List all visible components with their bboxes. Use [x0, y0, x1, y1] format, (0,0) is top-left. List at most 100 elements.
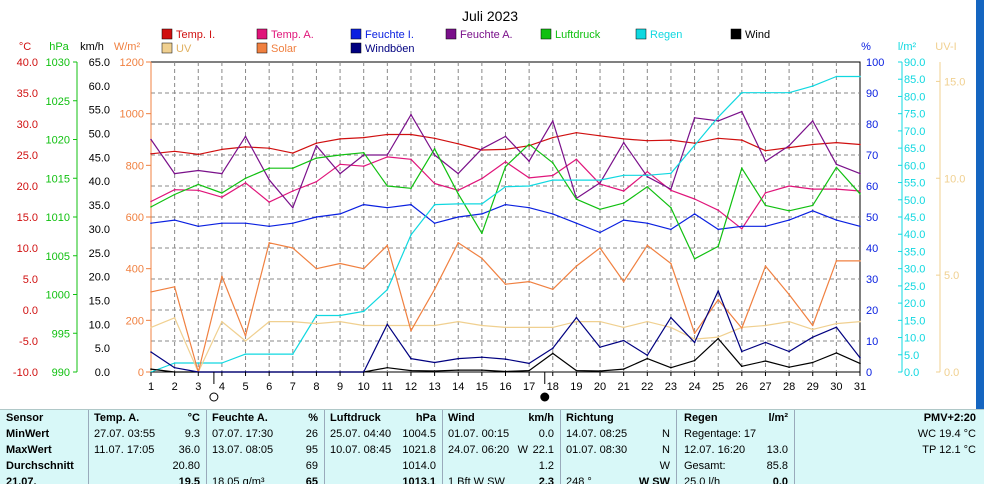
data-point-temp_a	[150, 200, 152, 203]
data-point-solar	[670, 262, 672, 265]
data-point-feuchte_i	[244, 222, 247, 224]
feuchte-min-date: 07.07. 17:30	[212, 428, 274, 440]
data-point-temp_i	[433, 137, 436, 140]
wind-current-extra: 1 Bft W SW	[448, 476, 505, 484]
stats-separator	[794, 410, 795, 484]
data-point-windboeen	[150, 351, 152, 353]
data-point-windboeen	[173, 366, 176, 369]
data-point-feuchte_a	[410, 113, 412, 116]
stats-separator	[88, 410, 89, 484]
data-point-feuchte_i	[622, 219, 625, 221]
legend-swatch-feuchte_i	[350, 28, 362, 40]
data-point-temp_i	[504, 148, 507, 151]
data-point-temp_i	[315, 142, 318, 144]
row-label-min: MinWert	[6, 428, 50, 440]
x-tick-label: 22	[641, 381, 653, 393]
tick-label-rain: 15.0	[904, 315, 925, 327]
x-tick-label: 3	[195, 381, 201, 393]
wind-max-value: 22.1	[532, 444, 554, 456]
stats-feuchte: Feuchte A.% 07.07. 17:30 26 13.07. 08:05 9…	[212, 410, 322, 484]
data-point-feuchte_i	[835, 219, 838, 221]
data-point-uv	[362, 324, 365, 327]
data-point-wind	[835, 352, 838, 354]
data-point-temp_i	[599, 135, 601, 137]
data-point-feuchte_i	[221, 222, 223, 224]
data-point-feuchte_i	[811, 210, 814, 212]
data-point-regen	[410, 234, 412, 236]
data-point-solar	[433, 288, 436, 291]
series-regen	[150, 75, 861, 373]
data-point-feuchte_a	[268, 179, 271, 181]
data-point-uv	[481, 324, 483, 327]
data-point-uv	[859, 320, 861, 323]
tick-label-solar: 200	[126, 315, 144, 327]
data-point-regen	[622, 174, 625, 177]
data-point-temp_a	[292, 190, 294, 192]
data-point-feuchte_i	[717, 228, 719, 231]
data-point-feuchte_i	[693, 213, 696, 215]
legend-swatch-temp_i	[161, 28, 173, 40]
data-point-temp_a	[339, 163, 341, 166]
data-point-wind	[859, 362, 861, 365]
x-tick-label: 14	[452, 381, 464, 393]
data-point-feuchte_i	[646, 222, 649, 224]
legend-item-wind: Wind	[730, 28, 770, 41]
data-point-uv	[764, 324, 767, 327]
stats-separator	[442, 410, 443, 484]
data-point-luftdruck	[150, 206, 152, 208]
data-point-luftdruck	[670, 206, 672, 209]
data-point-windboeen	[717, 290, 719, 292]
feuchte-unit: %	[308, 412, 318, 424]
tick-label-solar: 1000	[120, 109, 144, 121]
data-point-solar	[268, 242, 271, 244]
data-point-temp_a	[646, 170, 649, 173]
tick-label-percent: 80	[866, 119, 878, 131]
tick-label-celsius: -5.0	[19, 336, 38, 348]
tick-label-kmh: 0.0	[95, 367, 110, 379]
data-point-uv	[552, 326, 554, 329]
x-tick-label: 18	[547, 381, 559, 393]
x-tick-label: 23	[665, 381, 677, 393]
data-point-feuchte_i	[504, 203, 507, 206]
data-point-luftdruck	[788, 210, 790, 212]
data-point-wind	[410, 369, 412, 372]
data-point-feuchte_a	[811, 120, 814, 122]
data-point-feuchte_a	[481, 148, 483, 150]
data-point-feuchte_a	[244, 135, 247, 138]
data-point-windboeen	[835, 326, 838, 329]
temp-max-value: 36.0	[178, 444, 200, 456]
tick-label-kmh: 35.0	[89, 200, 110, 212]
data-point-regen	[835, 75, 838, 78]
stats-temp: Temp. A. °C 27.07. 03:55 9.3 11.07. 17:05 3…	[94, 410, 204, 484]
legend-item-feuchte_i: Feuchte I.	[350, 28, 414, 41]
data-point-wind	[622, 368, 625, 370]
data-point-uv	[410, 324, 412, 327]
tick-label-uv: 5.0	[944, 270, 959, 282]
data-point-feuchte_a	[693, 117, 696, 119]
stats-luftdruck: Luftdruck hPa 25.07. 04:40 1004.5 10.07. 0…	[330, 410, 440, 484]
data-point-temp_a	[764, 192, 767, 194]
data-point-luftdruck	[504, 165, 507, 168]
series-solar	[150, 242, 861, 373]
axis-solar: 1200 1000 800 600 400 200 0	[120, 57, 152, 379]
data-point-windboeen	[811, 336, 814, 339]
axis-header-rain: l/m²	[898, 41, 917, 53]
data-point-wind	[386, 366, 389, 369]
data-point-feuchte_a	[221, 172, 223, 175]
tick-label-percent: 90	[866, 88, 878, 100]
feuchte-min-value: 26	[305, 428, 318, 440]
data-point-uv	[433, 324, 436, 327]
data-point-regen	[717, 116, 719, 118]
wind-unit: km/h	[528, 412, 554, 424]
tick-label-celsius: 30.0	[17, 119, 38, 131]
row-label-current: 21.07.	[6, 476, 37, 484]
tick-label-kmh: 55.0	[89, 105, 110, 117]
legend-item-windboeen: Windböen	[350, 42, 415, 55]
legend-label-feuchte_i: Feuchte I.	[365, 29, 414, 41]
data-point-luftdruck	[717, 245, 719, 248]
data-point-temp_i	[410, 133, 412, 136]
data-point-luftdruck	[575, 198, 578, 200]
data-point-uv	[693, 338, 696, 340]
tick-label-solar: 400	[126, 264, 144, 276]
data-point-windboeen	[457, 357, 460, 360]
